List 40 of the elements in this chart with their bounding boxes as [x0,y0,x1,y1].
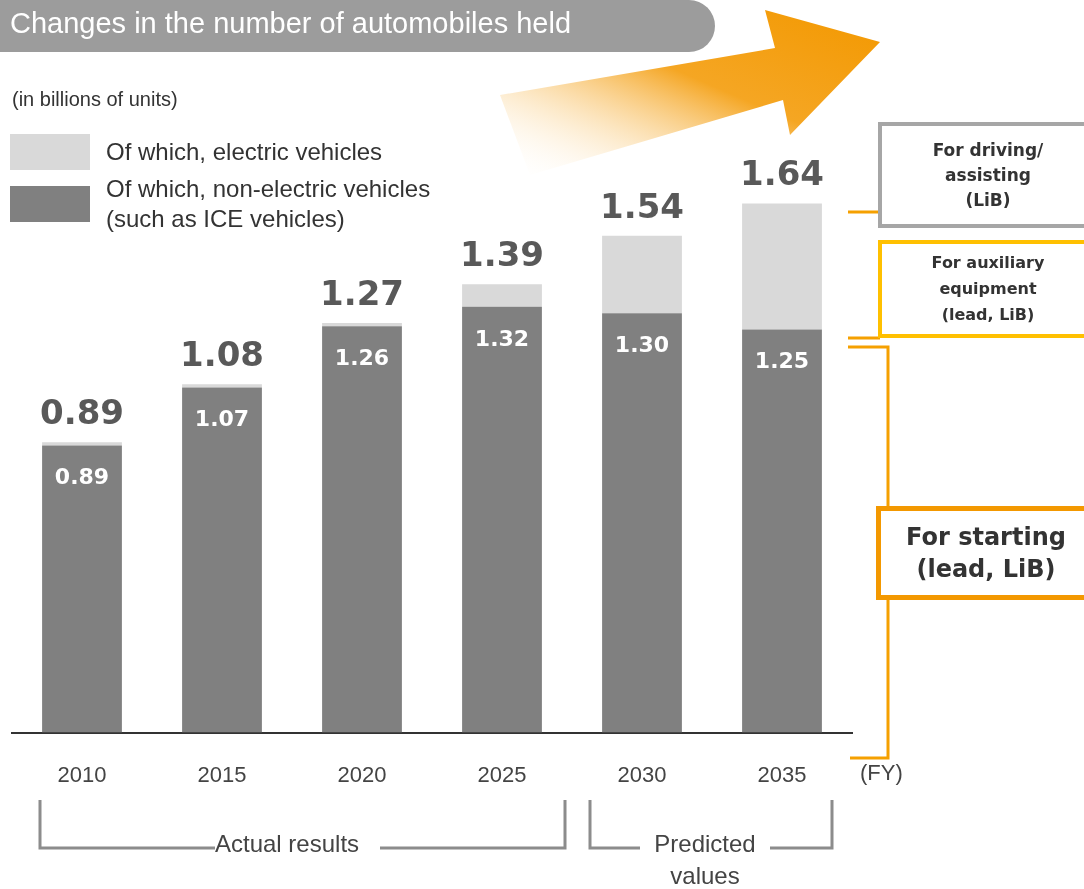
x-tick-label: 2010 [57,761,107,787]
bar [462,306,542,733]
text: For driving/ assisting (LiB) [878,122,1084,228]
data-label: 0.89 [54,464,110,490]
x-axis-title: (FY) [860,759,903,785]
text: For starting (lead, LiB) [876,506,1084,600]
bar [182,387,262,733]
chart-title: Changes in the number of automobiles held [0,0,715,52]
text: Actual results [215,830,360,858]
bar [462,284,542,307]
bar [322,326,402,733]
total-label: 1.27 [320,272,404,313]
text: (in billions of units) [12,88,178,111]
text: Predicted values [653,829,757,889]
total-label: 1.54 [600,185,684,226]
bar [602,235,682,314]
total-label: 1.39 [460,234,544,275]
x-tick-label: 2015 [197,761,247,787]
bar [322,322,402,327]
x-tick-label: 2030 [617,761,667,787]
bar [42,445,122,733]
total-label: 0.89 [40,392,124,433]
total-label: 1.08 [180,334,264,375]
x-tick-label: 2020 [337,761,387,787]
legend-label: Of which, non-electric vehicles (such as ICE vehicles) [106,174,431,234]
data-label: 1.07 [194,406,250,432]
data-label: 1.30 [614,332,670,357]
total-label: 1.64 [740,153,824,194]
bar [42,442,122,446]
data-label: 1.32 [474,325,530,351]
legend-label: Of which, electric vehicles [106,137,383,167]
bar [742,329,822,733]
data-label: 1.25 [754,348,810,374]
bar [602,313,682,733]
data-label: 1.26 [334,344,390,370]
text: For auxiliary equipment (lead, LiB) [878,240,1084,338]
bar [742,203,822,330]
bar [182,384,262,388]
x-tick-label: 2035 [757,761,807,787]
x-tick-label: 2025 [477,761,527,787]
